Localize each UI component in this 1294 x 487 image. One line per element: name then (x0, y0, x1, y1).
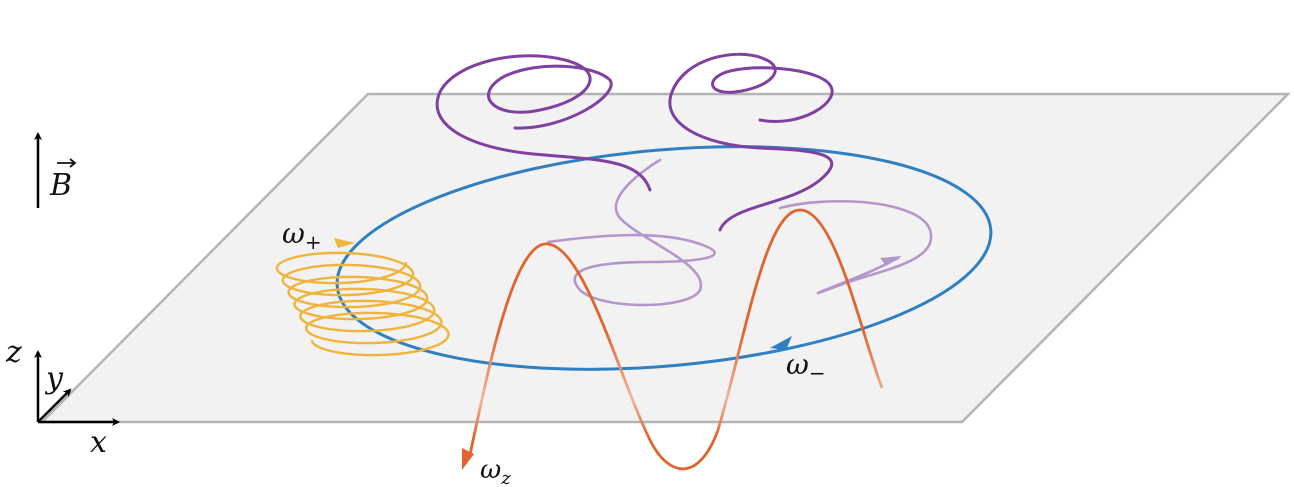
omega-minus-label: ω− (786, 348, 826, 385)
y-axis (37, 388, 72, 423)
axis-y-label: y (44, 361, 64, 396)
cyclotron-spiral (275, 251, 450, 357)
combined-motion-lower (546, 158, 933, 307)
xy-plane (38, 92, 1292, 424)
b-vector-arrow (57, 158, 77, 168)
omega-z-label: ωz (480, 455, 511, 487)
magnetron-orbit (335, 145, 993, 371)
combined-motion-upper (435, 52, 834, 232)
axis-x-label: x (90, 425, 107, 460)
combined-motion-arrow (880, 256, 902, 266)
cyclotron-direction-arrow (334, 238, 355, 248)
magnetron-direction-arrow (770, 336, 792, 350)
axis-z-label: z (5, 335, 22, 370)
b-field-label: B (49, 168, 72, 203)
axial-oscillation (468, 208, 884, 471)
axial-direction-arrow (462, 448, 474, 470)
omega-plus-label: ω+ (282, 217, 322, 254)
